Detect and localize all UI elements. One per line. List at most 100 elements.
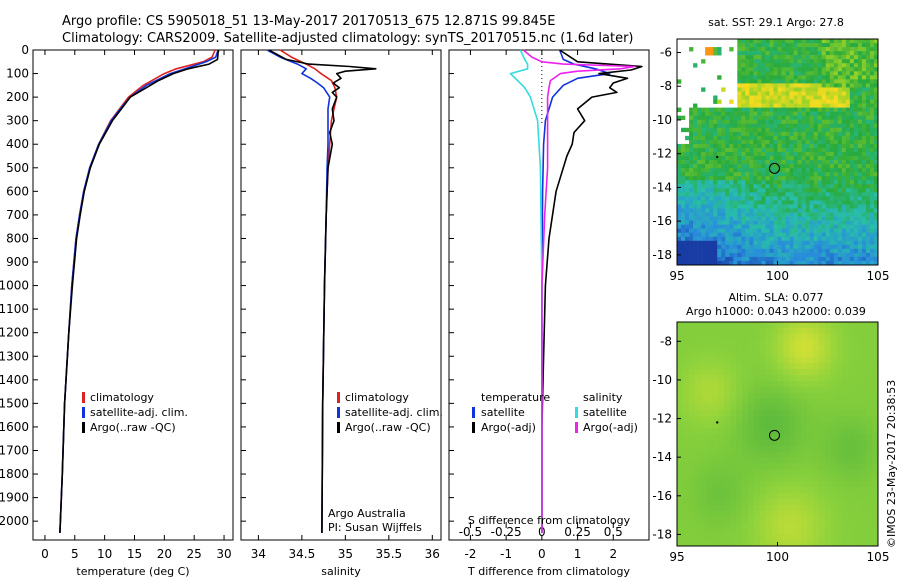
sla-cell: [830, 404, 838, 411]
sla-cell: [677, 528, 684, 535]
sst-cell: [845, 204, 851, 209]
sst-cell: [693, 208, 698, 213]
sla-cell: [712, 339, 719, 346]
sla-cell: [677, 504, 684, 512]
sst-cell: [797, 147, 802, 153]
sst-cell: [837, 160, 843, 165]
sst-cell: [765, 103, 770, 108]
sst-cell: [753, 143, 758, 149]
x-tick-label: -2: [464, 547, 476, 561]
sst-cell: [689, 156, 694, 161]
sla-cell: [706, 380, 713, 388]
sst-cell: [781, 192, 786, 197]
sst-cell: [713, 192, 718, 197]
sla-cell: [848, 416, 855, 423]
sst-cell: [769, 71, 774, 76]
sla-cell: [688, 369, 696, 376]
sst-cell: [753, 139, 758, 145]
sst-cell: [789, 131, 794, 137]
sla-cell: [730, 469, 737, 476]
sst-cell: [753, 160, 758, 165]
sst-cell: [777, 188, 782, 193]
sla-cell: [724, 498, 731, 506]
sst-cell: [805, 192, 810, 197]
sla-cell: [836, 428, 843, 435]
sla-cell: [842, 463, 849, 470]
sst-cell: [725, 115, 730, 121]
sst-cell: [865, 39, 871, 44]
sla-cell: [765, 510, 772, 517]
sst-cell: [873, 63, 879, 68]
sst-cell: [773, 147, 778, 153]
sst-cell: [825, 152, 831, 157]
sst-cell: [829, 139, 835, 145]
sla-cell: [777, 457, 784, 464]
sla-cell: [742, 540, 749, 547]
sst-cell: [725, 131, 730, 137]
sla-cell: [706, 351, 713, 358]
sst-cell: [853, 164, 859, 169]
sst-cell: [709, 164, 714, 169]
sst-cell: [853, 123, 859, 129]
map-y-tick-label: -14: [652, 180, 672, 194]
sst-cell: [841, 160, 847, 165]
sst-cell: [837, 196, 843, 201]
sst-cell: [857, 135, 863, 141]
sst-cell: [721, 184, 726, 189]
sla-cell: [765, 498, 772, 506]
sla-cell: [830, 481, 838, 488]
sst-cell: [837, 184, 843, 189]
sst-cell: [765, 83, 770, 88]
sst-cell: [701, 192, 706, 197]
sla-cell: [842, 380, 849, 388]
sla-cell: [824, 345, 832, 352]
sst-cell: [865, 107, 871, 112]
sst-cell: [853, 236, 859, 242]
sst-cell: [725, 192, 730, 197]
sst-cell: [809, 63, 814, 68]
sla-cell: [783, 498, 790, 506]
sst-cell: [781, 135, 786, 141]
sla-cell: [795, 416, 802, 423]
sla-cell: [682, 463, 690, 470]
sst-cell: [865, 51, 871, 56]
sst-cell: [765, 67, 770, 72]
sst-cell: [861, 107, 867, 112]
sst-cell: [845, 164, 851, 169]
sst-cell: [873, 184, 879, 189]
sst-cell: [677, 248, 682, 254]
sla-cell: [824, 357, 832, 364]
sst-cell: [745, 91, 750, 96]
sst-cell: [777, 39, 782, 44]
sst-cell: [801, 71, 806, 76]
sst-cell: [773, 220, 778, 225]
sla-cell: [836, 392, 843, 400]
sst-cell: [817, 55, 823, 60]
sla-cell: [824, 410, 832, 417]
sla-cell: [801, 422, 808, 429]
sst-cell: [757, 192, 762, 197]
sla-cell: [824, 351, 832, 358]
sst-cell: [773, 47, 778, 52]
sst-cell: [841, 71, 847, 76]
sst-cell: [785, 212, 790, 217]
sst-cell: [773, 228, 778, 234]
sst-cell: [793, 43, 798, 48]
sla-cell: [736, 369, 743, 376]
sla-cell: [771, 504, 778, 512]
sst-cell: [725, 127, 730, 133]
sst-cell: [797, 172, 802, 177]
sst-cell: [761, 103, 766, 108]
sst-cell: [849, 95, 855, 100]
sst-cell: [689, 107, 694, 112]
sst-cell: [745, 204, 750, 209]
sla-cell: [842, 481, 849, 488]
series-line-temperature-satellite: [541, 49, 611, 533]
sst-cell: [837, 99, 843, 104]
sst-cell: [725, 172, 730, 177]
sst-cell: [825, 63, 831, 68]
sla-cell: [706, 357, 713, 364]
sst-cell: [749, 228, 754, 234]
sst-cell: [841, 168, 847, 173]
sst-cell: [793, 204, 798, 209]
